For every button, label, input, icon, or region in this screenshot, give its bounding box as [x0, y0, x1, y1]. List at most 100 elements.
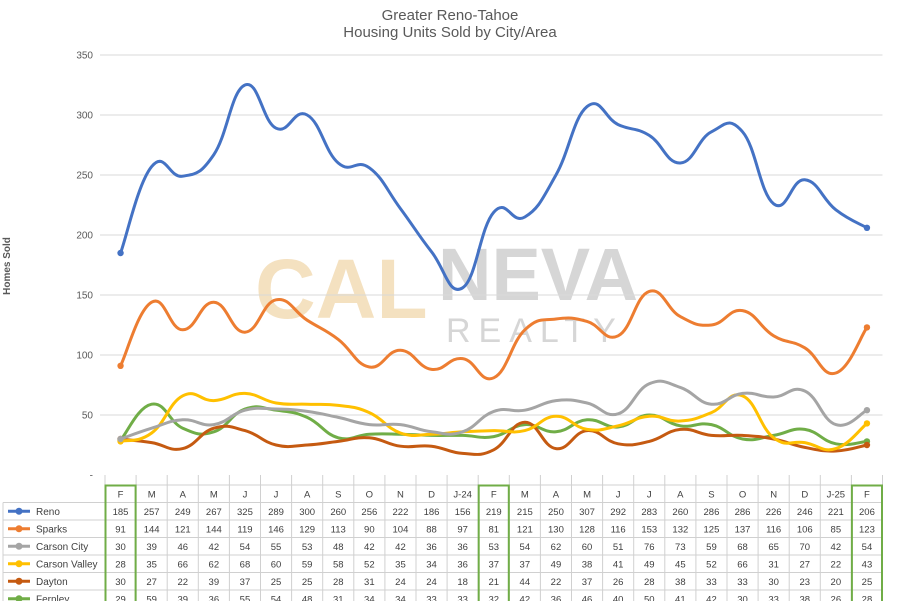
x-tick-label: N	[770, 489, 777, 500]
table-cell: 27	[146, 577, 157, 588]
x-tick-label: S	[335, 489, 341, 500]
table-cell: 38	[675, 577, 686, 588]
table-cell: 65	[768, 542, 779, 553]
table-cell: 42	[706, 594, 717, 601]
table-cell: 42	[831, 542, 842, 553]
table-cell: 58	[333, 559, 344, 570]
x-tick-label: M	[583, 489, 591, 500]
table-cell: 97	[457, 524, 468, 535]
table-cell: 286	[704, 507, 720, 518]
table-cell: 36	[426, 542, 437, 553]
table-cell: 22	[551, 577, 562, 588]
table-cell: 55	[271, 542, 282, 553]
table-cell: 33	[426, 594, 437, 601]
y-tick-label: 50	[82, 411, 94, 422]
table-cell: 153	[641, 524, 657, 535]
table-cell: 215	[517, 507, 533, 518]
table-cell: 35	[395, 559, 406, 570]
table-cell: 300	[299, 507, 315, 518]
table-cell: 246	[797, 507, 813, 518]
table-cell: 54	[520, 542, 531, 553]
table-cell: 52	[364, 559, 375, 570]
table-cell: 206	[859, 507, 875, 518]
table-cell: 289	[268, 507, 284, 518]
table-cell: 40	[613, 594, 624, 601]
table-cell: 41	[613, 559, 624, 570]
y-axis-label: Homes Sold	[2, 237, 13, 295]
highlight-box	[104, 484, 137, 601]
table-cell: 18	[457, 577, 468, 588]
table-cell: 41	[675, 594, 686, 601]
table-cell: 121	[175, 524, 191, 535]
table-cell: 250	[548, 507, 564, 518]
table-cell: 260	[330, 507, 346, 518]
watermark-realty: REALTY	[446, 312, 624, 350]
table-cell: 49	[644, 559, 655, 570]
legend-marker	[15, 595, 23, 601]
table-cell: 39	[146, 542, 157, 553]
x-tick-label: J	[616, 489, 621, 500]
table-cell: 130	[548, 524, 564, 535]
chart-subtitle: Housing Units Sold by City/Area	[343, 24, 557, 41]
table-cell: 156	[455, 507, 471, 518]
y-tick-labels: - 50 100 150 200 250 300 350	[76, 51, 93, 482]
table-cell: 59	[302, 559, 313, 570]
series-carson-city	[117, 379, 871, 443]
table-cell: 144	[144, 524, 160, 535]
table-cell: 24	[395, 577, 406, 588]
table-cell: 25	[271, 577, 282, 588]
table-cell: 37	[582, 577, 593, 588]
table-cell: 137	[735, 524, 751, 535]
y-tick-label: 350	[76, 51, 93, 62]
table-cell: 32	[488, 594, 499, 601]
table-cell: 24	[426, 577, 437, 588]
table-cell: 20	[831, 577, 842, 588]
table-cell: 39	[209, 577, 220, 588]
table-cell: 45	[675, 559, 686, 570]
table-cell: 25	[862, 577, 873, 588]
table-cell: 31	[768, 559, 779, 570]
table-cell: 36	[209, 594, 220, 601]
legend-marker	[15, 507, 23, 515]
table-cell: 68	[737, 542, 748, 553]
table-cell: 249	[175, 507, 191, 518]
table-cell: 226	[766, 507, 782, 518]
table-cell: 222	[393, 507, 409, 518]
x-tick-label: J-25	[827, 489, 845, 500]
table-cell: 219	[486, 507, 502, 518]
table-cell: 85	[831, 524, 842, 535]
table-cell: 37	[488, 559, 499, 570]
table-cell: 35	[146, 559, 157, 570]
y-tick-label: 100	[76, 351, 93, 362]
table-cell: 116	[611, 524, 626, 535]
table-cell: 106	[797, 524, 813, 535]
table-cell: 73	[675, 542, 686, 553]
legend-label: Carson Valley	[36, 559, 98, 570]
table-row: Carson City 30 39 46 42 54 55 53 48 42 42 36 36 53 54 6…	[8, 542, 872, 553]
table-cell: 22	[177, 577, 188, 588]
table-cell: 292	[610, 507, 626, 518]
table-cell: 22	[831, 559, 842, 570]
table-cell: 128	[579, 524, 595, 535]
data-point	[863, 224, 871, 231]
x-tick-label: A	[677, 489, 684, 500]
data-point	[117, 249, 124, 257]
x-tick-label: A	[304, 489, 311, 500]
table-cell: 129	[299, 524, 315, 535]
series-line	[119, 83, 869, 291]
table-cell: 51	[613, 542, 624, 553]
table-cell: 53	[302, 542, 313, 553]
table-cell: 30	[768, 577, 779, 588]
table-cell: 260	[672, 507, 688, 518]
table-cell: 30	[737, 594, 748, 601]
y-tick-label: 200	[76, 231, 93, 242]
table-row: Fernley 29 59 39 36 55 54 48 31 34 34 33 33 32 42 36 46 4…	[8, 594, 872, 601]
table-cell: 27	[799, 559, 810, 570]
table-cell: 325	[237, 507, 253, 518]
table-cell: 59	[146, 594, 157, 601]
legend-label: Reno	[36, 507, 60, 518]
x-tick-label: D	[801, 489, 808, 500]
table-cell: 62	[209, 559, 220, 570]
x-tick-label: M	[148, 489, 156, 500]
